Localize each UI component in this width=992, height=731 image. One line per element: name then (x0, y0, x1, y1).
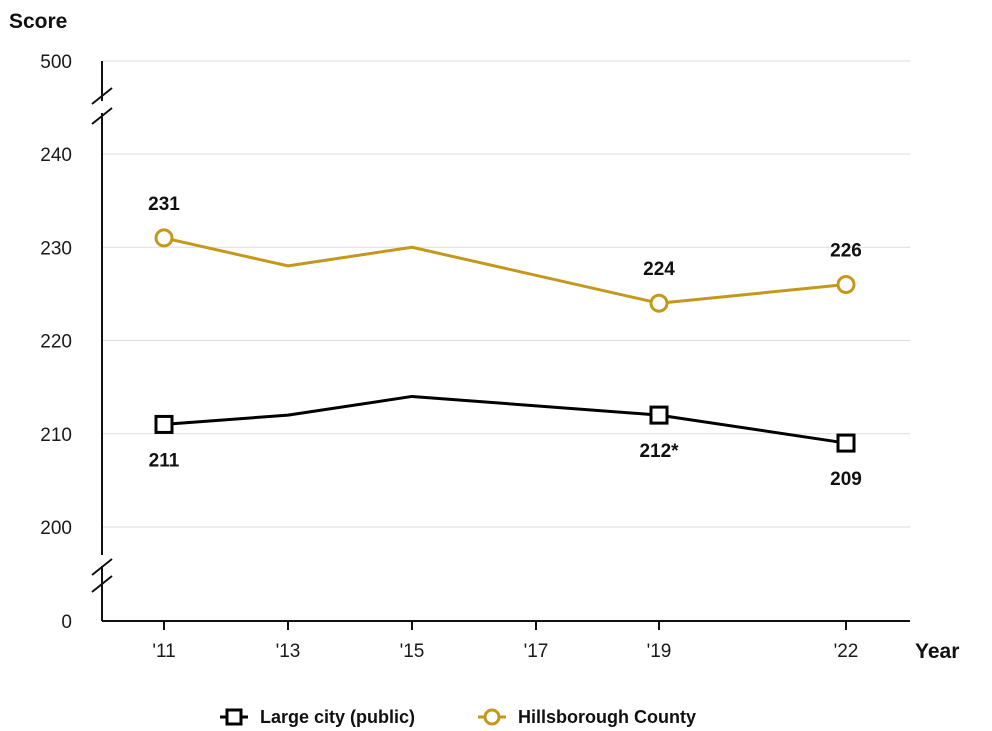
x-axis-ticks: '11 '13 '15 '17 '19 '22 (152, 621, 858, 662)
legend-label: Hillsborough County (518, 707, 696, 727)
y-axis-break-top (91, 87, 113, 125)
x-tick-label: '13 (276, 641, 301, 662)
series-layer: 211 212* 209 231 224 226 (148, 194, 862, 490)
y-tick-label: 220 (40, 332, 72, 353)
series-1: 211 212* 209 (149, 394, 862, 490)
y-tick-label: 200 (40, 518, 72, 539)
legend-square-marker (225, 708, 243, 726)
y-tick-label: 240 (40, 145, 72, 166)
data-label: 226 (830, 241, 862, 262)
data-point-square (154, 414, 174, 434)
data-label: 224 (643, 259, 675, 280)
x-axis-title: Year (915, 640, 959, 663)
y-axis-ticks: 500 240 230 220 210 200 0 (40, 52, 72, 633)
legend-label: Large city (public) (260, 707, 415, 727)
x-tick-label: '17 (524, 641, 549, 662)
legend-circle-marker (483, 708, 501, 726)
series-line (163, 236, 847, 305)
axes (91, 61, 910, 622)
legend-item-2: Hillsborough County (478, 707, 696, 727)
y-axis-break-bottom (91, 558, 113, 593)
data-label: 212* (639, 441, 679, 462)
data-point-circle (154, 228, 174, 248)
data-label: 209 (830, 469, 862, 490)
y-tick-label: 500 (40, 52, 72, 73)
data-label: 211 (149, 450, 180, 471)
y-tick-label: 0 (61, 612, 72, 633)
legend: Large city (public) Hillsborough County (220, 707, 696, 727)
x-tick-label: '19 (647, 641, 672, 662)
legend-item-1: Large city (public) (220, 707, 415, 727)
gridlines (102, 60, 910, 528)
data-point-square (649, 405, 669, 425)
data-point-circle (649, 293, 669, 313)
x-tick-label: '22 (834, 641, 859, 662)
data-point-circle (836, 275, 856, 295)
series-2: 231 224 226 (148, 194, 862, 313)
data-point-square (836, 433, 856, 453)
y-axis-title: Score (9, 10, 67, 33)
y-tick-label: 210 (40, 425, 72, 446)
data-label: 231 (148, 194, 180, 215)
x-tick-label: '15 (400, 641, 425, 662)
x-tick-label: '11 (152, 641, 175, 662)
y-tick-label: 230 (40, 238, 72, 259)
series-line (163, 394, 847, 445)
